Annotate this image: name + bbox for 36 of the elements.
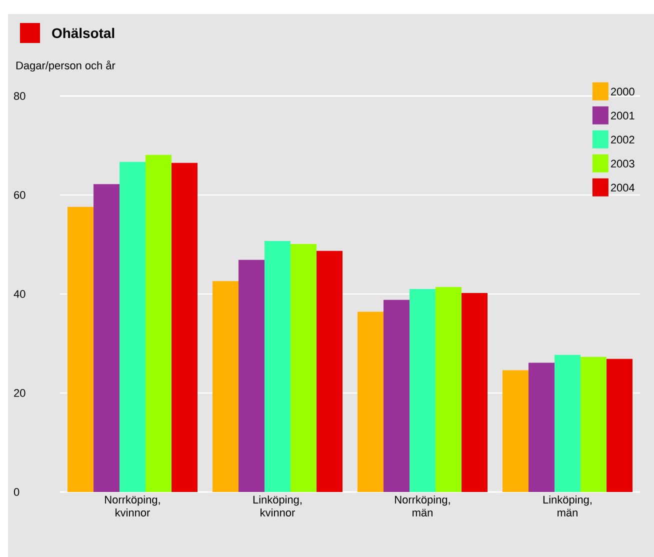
bar <box>172 162 198 492</box>
bar <box>462 293 488 492</box>
bar <box>554 354 581 492</box>
legend-label: 2004 <box>610 184 634 192</box>
bar <box>68 206 94 492</box>
bar <box>528 362 555 492</box>
y-tick-label: 20 <box>14 389 26 397</box>
x-tick-label: Linköping, kvinnor <box>253 496 302 517</box>
bar <box>606 358 633 492</box>
bar <box>502 370 529 492</box>
legend-label: 2002 <box>610 136 634 144</box>
bar <box>290 244 317 492</box>
bar <box>146 154 172 492</box>
bar <box>410 289 436 492</box>
bar <box>384 300 410 492</box>
legend-label: 2000 <box>610 88 634 96</box>
bar <box>120 162 146 492</box>
bar <box>238 260 265 492</box>
x-tick-label: Linköping, män <box>543 496 592 517</box>
y-tick-label: 40 <box>14 290 26 298</box>
legend-label: 2003 <box>610 160 634 168</box>
x-tick-label: Norrköping, kvinnor <box>105 496 160 517</box>
chart-title: Ohälsotal <box>52 28 114 38</box>
legend-label: 2001 <box>610 112 634 120</box>
y-axis-title: Dagar/person och år <box>16 60 116 72</box>
bar <box>580 356 607 492</box>
y-tick-label: 80 <box>14 92 26 100</box>
bar <box>212 281 239 492</box>
bar <box>316 250 343 492</box>
y-tick-label: 60 <box>14 191 26 199</box>
bar <box>358 312 384 492</box>
y-tick-label: 0 <box>14 488 20 496</box>
bar <box>94 184 120 492</box>
bar <box>264 241 291 492</box>
bar <box>436 287 462 492</box>
x-tick-label: Norrköping, män <box>395 496 450 517</box>
